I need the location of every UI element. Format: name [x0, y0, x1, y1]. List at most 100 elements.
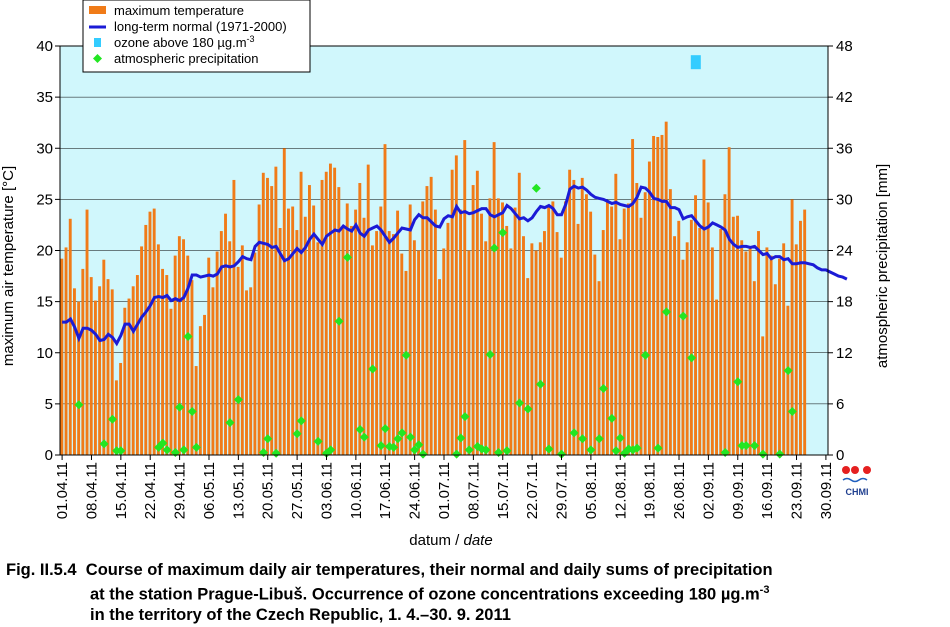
- logo-dot-left: [842, 466, 850, 474]
- temperature-bar: [614, 173, 618, 455]
- precipitation-point: [607, 413, 617, 423]
- precipitation-point: [107, 414, 117, 424]
- right-tick-label: 0: [836, 447, 844, 464]
- precipitation-point: [326, 445, 336, 455]
- precipitation-point: [481, 445, 491, 455]
- left-tick-label: 5: [45, 396, 53, 413]
- precipitation-point: [611, 446, 621, 456]
- temperature-bar: [358, 183, 362, 455]
- x-tick-label: 01.04.11: [54, 462, 71, 519]
- temperature-bar: [740, 240, 744, 455]
- caption-text-2: at the station Prague-Libuš. Occurrence …: [90, 585, 760, 604]
- caption-line-1: Fig. II.5.4 Course of maximum daily air …: [0, 560, 950, 580]
- x-tick-label: 26.08.11: [671, 462, 688, 519]
- temperature-bar: [668, 189, 672, 455]
- precipitation-point: [162, 445, 172, 455]
- temperature-bar: [404, 270, 408, 455]
- precipitation-point: [405, 432, 415, 442]
- temperature-bar: [559, 257, 563, 455]
- temperature-bar: [702, 159, 706, 455]
- temperature-bar: [786, 305, 790, 455]
- temperature-bar: [438, 279, 441, 455]
- precipitation-point: [401, 350, 411, 360]
- precipitation-point: [389, 442, 399, 452]
- legend-label-temperature: maximum temperature: [114, 3, 244, 18]
- temperature-bar: [349, 225, 353, 455]
- temperature-bar: [664, 121, 668, 455]
- temperature-bar: [761, 336, 765, 455]
- precipitation-point: [632, 443, 642, 453]
- temperature-bar: [333, 167, 337, 455]
- temperature-bar: [689, 219, 693, 455]
- temperature-bar: [119, 362, 123, 455]
- temperature-bar: [72, 288, 76, 455]
- precipitation-point: [577, 434, 587, 444]
- temperature-bar: [140, 246, 144, 455]
- temperature-bar: [270, 186, 274, 455]
- temperature-bar: [744, 251, 748, 455]
- temperature-bar: [421, 201, 425, 455]
- temperature-bar: [383, 144, 387, 455]
- temperature-bar: [316, 242, 320, 455]
- x-tick-label: 23.09.11: [789, 462, 806, 519]
- temperature-bar: [589, 211, 593, 455]
- temperature-bar: [308, 185, 311, 455]
- precipitation-point: [678, 311, 688, 321]
- left-tick-label: 25: [36, 191, 53, 208]
- chart: 0 5 10 15 20 25 30 35 40 0 6 12 18 24 30 36 42 48 01.04.…: [0, 0, 891, 549]
- precipitation-point: [741, 441, 751, 451]
- x-tick-label: 13.05.11: [230, 462, 247, 519]
- precipitation-point: [661, 307, 671, 317]
- precipitation-point: [787, 407, 797, 417]
- temperature-bar: [366, 164, 370, 456]
- temperature-bar: [165, 275, 169, 455]
- x-tick-label: 03.06.11: [319, 462, 336, 519]
- temperature-bar: [517, 172, 521, 456]
- left-tick-label: 15: [36, 294, 53, 311]
- temperature-bar: [626, 203, 630, 455]
- temperature-bar: [568, 169, 572, 455]
- temperature-bar: [98, 286, 102, 455]
- temperature-bar: [547, 206, 551, 455]
- temperature-bar: [459, 209, 462, 455]
- temperature-bar: [656, 137, 660, 455]
- temperature-bar: [287, 208, 290, 455]
- x-tick-label: 22.07.11: [524, 462, 541, 519]
- temperature-bar: [715, 299, 718, 455]
- precipitation-point: [452, 449, 462, 459]
- precipitation-point: [410, 445, 420, 455]
- temperature-bar: [375, 231, 379, 455]
- precipitation-points: [74, 183, 797, 459]
- temperature-bar: [673, 236, 677, 455]
- precipitation-point: [515, 398, 525, 408]
- temperature-bar: [564, 201, 567, 455]
- x-tick-label: 29.07.11: [554, 462, 571, 519]
- x-tick-label: 15.07.11: [495, 462, 512, 519]
- temperature-bar: [526, 278, 530, 455]
- x-axis-label-italic: date: [464, 532, 493, 549]
- x-tick-label: 02.09.11: [700, 462, 717, 519]
- temperature-bar: [387, 231, 391, 455]
- precipitation-point: [191, 442, 201, 452]
- temperature-bar: [757, 231, 760, 455]
- right-tick-label: 48: [836, 38, 853, 55]
- precipitation-point: [464, 445, 474, 455]
- temperature-bar: [370, 245, 374, 455]
- right-axis-label: atmospheric precipitation [mm]: [874, 164, 891, 368]
- temperature-bar: [228, 241, 232, 455]
- normal-line: [62, 184, 848, 347]
- temperature-bar: [77, 301, 81, 456]
- temperature-bar: [274, 166, 278, 455]
- temperature-bar: [685, 242, 689, 455]
- precipitation-point: [615, 433, 625, 443]
- precipitation-point: [557, 449, 567, 459]
- precipitation-point: [99, 439, 109, 449]
- precipitation-point: [296, 416, 306, 426]
- temperature-bar: [400, 253, 404, 455]
- temperature-bar: [723, 194, 727, 455]
- temperature-bar: [232, 179, 236, 455]
- temperature-bar: [475, 170, 479, 456]
- temperature-bar: [509, 248, 513, 455]
- right-tick-label: 6: [836, 396, 844, 413]
- left-tick-label: 40: [36, 38, 53, 55]
